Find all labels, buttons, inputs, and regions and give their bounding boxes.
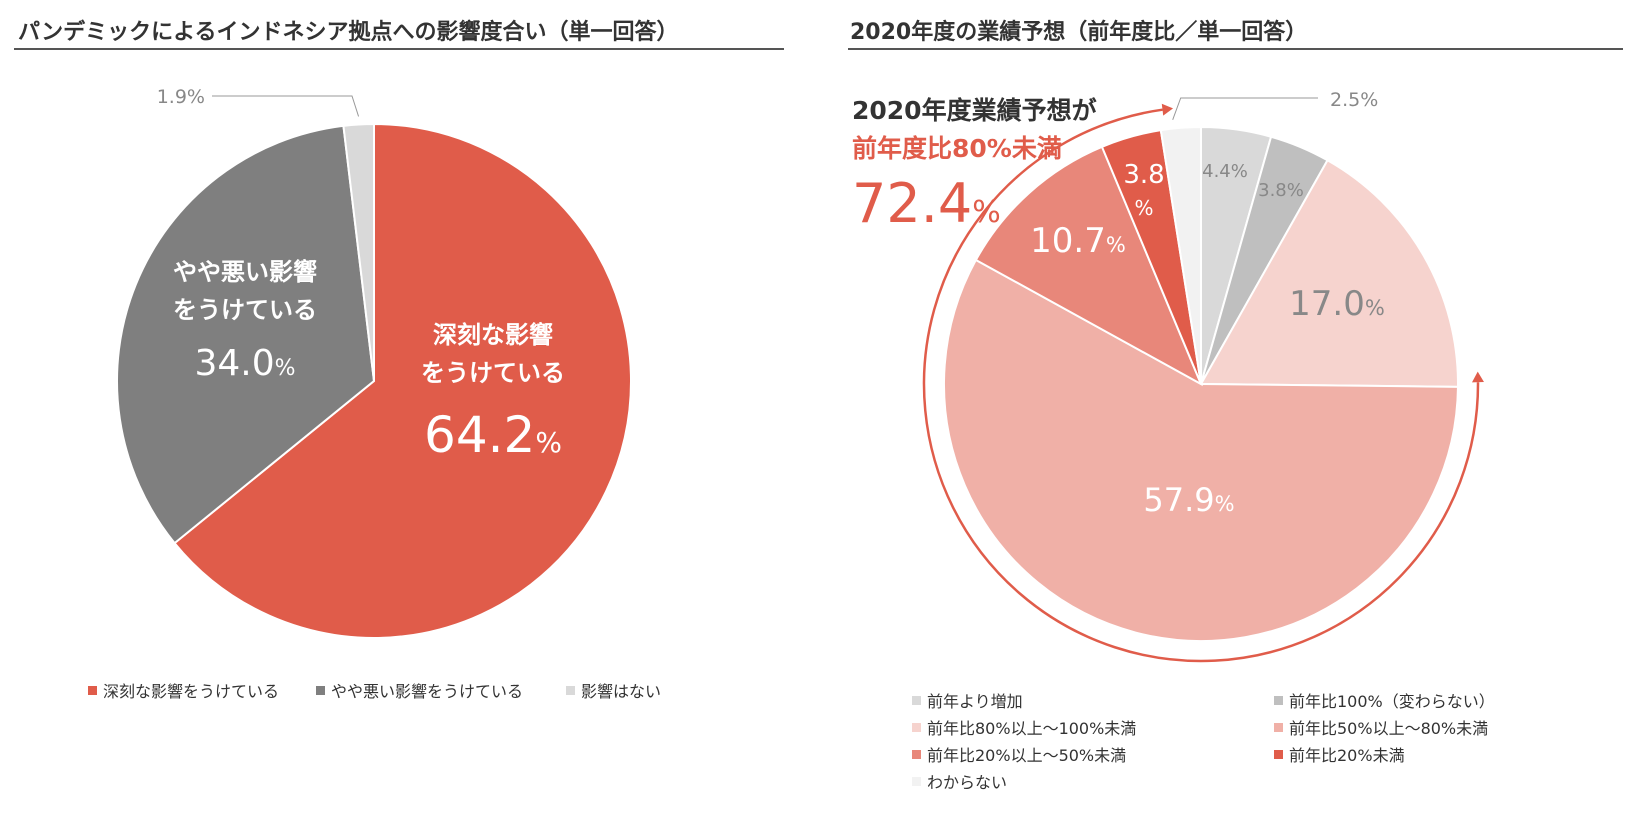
pie1-slice-5-unit: % xyxy=(1134,196,1153,220)
right-legend-item-5: 前年比20%未満 xyxy=(1274,742,1405,766)
left-legend-swatch-1 xyxy=(316,685,325,695)
pie1-slice-2-label: 17.0% xyxy=(1289,284,1385,324)
right-legend-swatch-6 xyxy=(912,776,921,786)
pie0-slice-2-label: 1.9% xyxy=(157,86,205,108)
right-chart-title: 2020年度の業績予想（前年度比／単一回答） xyxy=(850,20,1308,45)
left-chart-title: パンデミックによるインドネシア拠点への影響度合い（単一回答） xyxy=(18,20,679,45)
left-legend-item-0: 深刻な影響をうけている xyxy=(88,678,279,702)
callout-unit: % xyxy=(972,195,1001,230)
left-legend-item-1: やや悪い影響をうけている xyxy=(316,678,523,702)
right-legend-item-1: 前年比100%（変わらない） xyxy=(1274,688,1495,712)
left-legend-swatch-2 xyxy=(566,685,575,695)
left-legend-label-2: 影響はない xyxy=(581,682,662,701)
pie1-slice-4-label: 10.7% xyxy=(1030,221,1126,261)
right-chart-panel: 2020年度の業績予想（前年度比／単一回答） 4.4% 3.8% 17.0% 57.9… xyxy=(840,0,1641,835)
right-legend-label-4: 前年比20%以上～50%未満 xyxy=(927,746,1127,765)
forecast-arc-head-end xyxy=(1161,103,1174,116)
pie1-slice-3 xyxy=(943,258,1459,642)
left-legend-item-2: 影響はない xyxy=(566,678,661,702)
left-legend-swatch-0 xyxy=(88,685,97,695)
pie0-slice-0-value: 64.2% xyxy=(424,406,562,464)
right-legend-item-0: 前年より増加 xyxy=(912,688,1023,712)
pie1-slice-6 xyxy=(1159,125,1202,385)
pie1-slice-3-label: 57.9% xyxy=(1143,481,1234,519)
right-legend-item-2: 前年比80%以上～100%未満 xyxy=(912,715,1136,739)
pie1-slice-4 xyxy=(974,145,1204,387)
pie1-slice-6-leader xyxy=(1172,97,1318,120)
pie1-slice-5-label: 3.8 xyxy=(1123,160,1164,190)
right-legend-label-6: わからない xyxy=(927,773,1008,792)
pie1-slice-2 xyxy=(1199,158,1459,388)
pie0-slice-0-name-line-0: 深刻な影響 xyxy=(433,321,553,349)
left-legend-label-0: 深刻な影響をうけている xyxy=(103,682,280,701)
callout-line-1: 2020年度業績予想が xyxy=(852,96,1097,125)
forecast-arc xyxy=(922,108,1480,663)
pie0-slice-2-leader xyxy=(212,95,360,117)
pie0-slice-1-value: 34.0% xyxy=(194,343,295,384)
right-legend-swatch-1 xyxy=(1274,695,1283,705)
right-title-rule xyxy=(848,48,1623,50)
pie1-slice-0-label: 4.4% xyxy=(1202,161,1248,182)
forecast-arc-head-start xyxy=(1471,371,1484,383)
pie0-slice-0 xyxy=(173,122,632,639)
callout-value: 72.4% xyxy=(852,172,1097,245)
left-legend-label-1: やや悪い影響をうけている xyxy=(331,682,524,701)
right-pie-chart: 4.4% 3.8% 17.0% 57.9% 10.7% 3.8% 2.5% xyxy=(922,89,1484,663)
right-legend-swatch-4 xyxy=(912,749,921,759)
pie0-slice-0-label: 深刻な影響をうけている 64.2% xyxy=(421,321,565,464)
pie0-slice-1-label: やや悪い影響をうけている 34.0% xyxy=(173,258,317,384)
pie1-slice-1-label: 3.8% xyxy=(1258,180,1304,201)
right-legend-swatch-2 xyxy=(912,722,921,732)
pie0-slice-0-name-line-1: をうけている xyxy=(421,359,565,387)
right-legend-item-3: 前年比50%以上～80%未満 xyxy=(1274,715,1488,739)
left-title-rule xyxy=(14,48,784,50)
pie0-slice-1-name-line-1: をうけている xyxy=(173,296,317,324)
right-legend-label-3: 前年比50%以上～80%未満 xyxy=(1289,719,1489,738)
right-legend-swatch-3 xyxy=(1274,722,1283,732)
right-legend-item-4: 前年比20%以上～50%未満 xyxy=(912,742,1126,766)
callout-number: 72.4 xyxy=(852,172,973,235)
forecast-callout: 2020年度業績予想が 前年度比80%未満 72.4% xyxy=(852,92,1097,245)
right-legend-label-2: 前年比80%以上～100%未満 xyxy=(927,719,1137,738)
left-chart-panel: パンデミックによるインドネシア拠点への影響度合い（単一回答） 深刻な影響 をうけて… xyxy=(0,0,800,835)
pie1-slice-6-label: 2.5% xyxy=(1330,89,1378,111)
right-legend-swatch-5 xyxy=(1274,749,1283,759)
right-legend-label-5: 前年比20%未満 xyxy=(1289,746,1405,765)
right-legend-swatch-0 xyxy=(912,695,921,705)
pie0-slice-1-name-line-0: やや悪い影響 xyxy=(173,258,317,286)
callout-line-2: 前年度比80%未満 xyxy=(852,134,1062,163)
right-legend-item-6: わからない xyxy=(912,769,1007,793)
right-legend-label-1: 前年比100%（変わらない） xyxy=(1289,692,1495,711)
pie0-slice-2 xyxy=(342,122,375,382)
right-legend-label-0: 前年より増加 xyxy=(927,692,1023,711)
pie0-slice-1 xyxy=(116,124,376,545)
